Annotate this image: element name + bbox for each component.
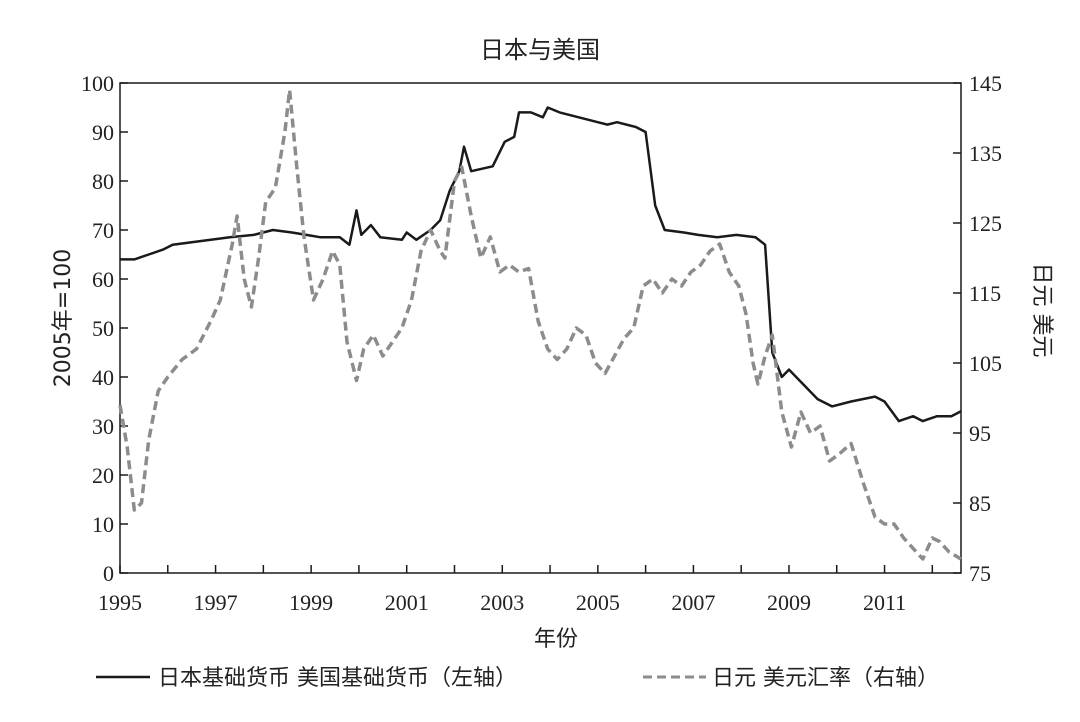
right-tick-label: 105: [969, 351, 1002, 376]
legend-label-base-money: 日本基础货币 美国基础货币（左轴）: [158, 666, 517, 691]
x-axis-ticks: 1995 1997 1999 2001 2003 2005 2007 2009 2011: [98, 565, 934, 615]
left-axis-title: 2005年=100: [51, 249, 76, 387]
left-tick-label: 100: [81, 71, 114, 96]
right-axis-ticks: 75 85 95 105 115 125 135 145: [953, 71, 1002, 586]
series-line-base-money: [120, 106, 962, 423]
x-tick-label: 1997: [194, 590, 238, 615]
x-tick-label: 1999: [289, 590, 333, 615]
left-tick-label: 70: [92, 218, 114, 243]
right-tick-label: 135: [969, 141, 1002, 166]
right-tick-label: 125: [969, 211, 1002, 236]
legend: 日本基础货币 美国基础货币（左轴） 日元 美元汇率（右轴）: [96, 666, 939, 691]
plot-frame: [119, 82, 962, 574]
left-tick-label: 50: [92, 316, 114, 341]
legend-label-exchange-rate: 日元 美元汇率（右轴）: [712, 666, 939, 691]
x-tick-label: 2001: [385, 590, 429, 615]
right-tick-label: 85: [969, 491, 991, 516]
left-tick-label: 90: [92, 120, 114, 145]
right-tick-label: 145: [969, 71, 1002, 96]
series-layer: [118, 88, 962, 561]
x-tick-label: 2007: [671, 590, 715, 615]
left-tick-label: 60: [92, 267, 114, 292]
right-tick-label: 115: [969, 281, 1001, 306]
left-axis-ticks: 0 10 20 30 40 50 60 70 80 90 100: [81, 71, 128, 586]
left-tick-label: 30: [92, 414, 114, 439]
left-tick-label: 0: [103, 561, 114, 586]
x-tick-label: 2011: [863, 590, 906, 615]
right-axis-title: 日元 美元: [1029, 263, 1054, 358]
x-axis-title: 年份: [534, 627, 578, 652]
left-tick-label: 40: [92, 365, 114, 390]
x-tick-label: 2005: [576, 590, 620, 615]
series-line-exchange-rate: [118, 88, 962, 561]
x-tick-label: 2009: [767, 590, 811, 615]
left-tick-label: 10: [92, 512, 114, 537]
x-tick-label: 1995: [98, 590, 142, 615]
x-tick-label: 2003: [480, 590, 524, 615]
right-tick-label: 95: [969, 421, 991, 446]
left-tick-label: 80: [92, 169, 114, 194]
right-tick-label: 75: [969, 561, 991, 586]
left-tick-label: 20: [92, 463, 114, 488]
chart-title: 日本与美国: [480, 36, 600, 64]
